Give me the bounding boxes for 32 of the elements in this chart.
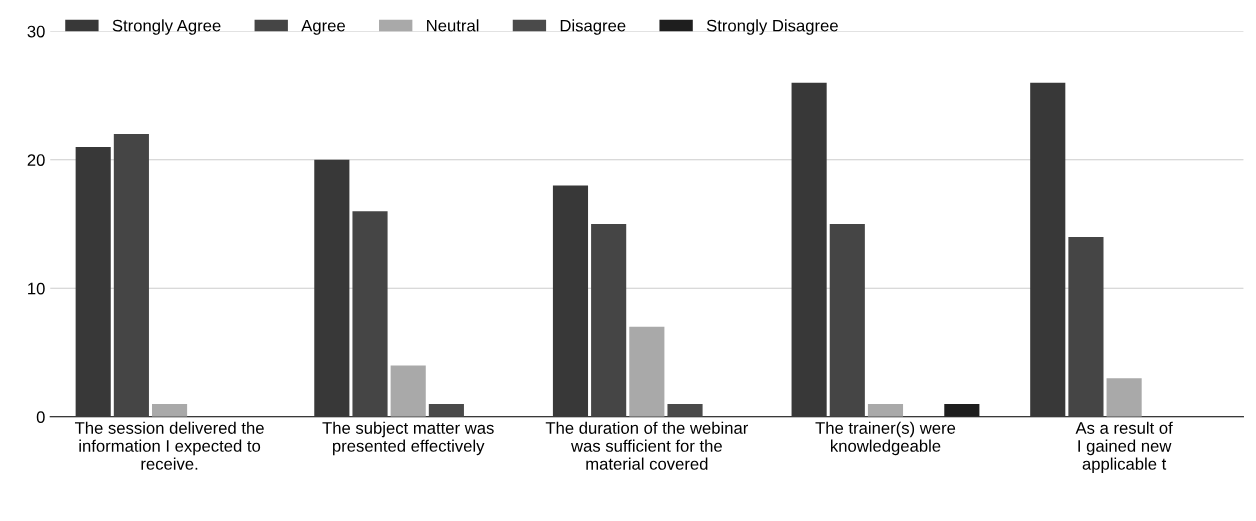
bar [591, 224, 627, 417]
bar [113, 134, 149, 417]
bar [314, 159, 350, 417]
bar [75, 146, 111, 417]
bar [152, 403, 188, 417]
bar [390, 365, 426, 417]
x-tick-label: The session delivered the information I expected to receive. [74, 421, 264, 470]
legend-label: Strongly Disagree [706, 19, 838, 35]
x-tick-label: As a result of I gained new applicable t [1075, 421, 1173, 474]
y-tick-label: 10 [28, 282, 45, 295]
bar [428, 403, 464, 417]
bar [867, 403, 904, 417]
legend-label: Strongly Agree [112, 19, 221, 35]
bar [667, 403, 703, 417]
legend-label: Agree [301, 19, 345, 35]
bar [629, 326, 665, 417]
y-tick-label: 30 [27, 25, 45, 38]
bar [1068, 236, 1104, 417]
y-tick-label: 0 [36, 411, 45, 423]
bar [1106, 378, 1142, 417]
bar [829, 224, 865, 417]
bar [552, 185, 589, 417]
x-tick-label: The duration of the webinar was sufficient for the material covered [545, 421, 749, 470]
bar [944, 403, 980, 417]
legend-label: Disagree [560, 19, 626, 35]
bar [1030, 82, 1066, 417]
legend-label: Neutral [427, 19, 479, 32]
bar [791, 82, 827, 417]
x-tick-label: The subject matter was presented effectively [322, 421, 494, 456]
x-tick-label: The trainer(s) were knowledgeable [815, 421, 956, 456]
bar [352, 211, 388, 417]
y-tick-label: 20 [27, 154, 45, 166]
